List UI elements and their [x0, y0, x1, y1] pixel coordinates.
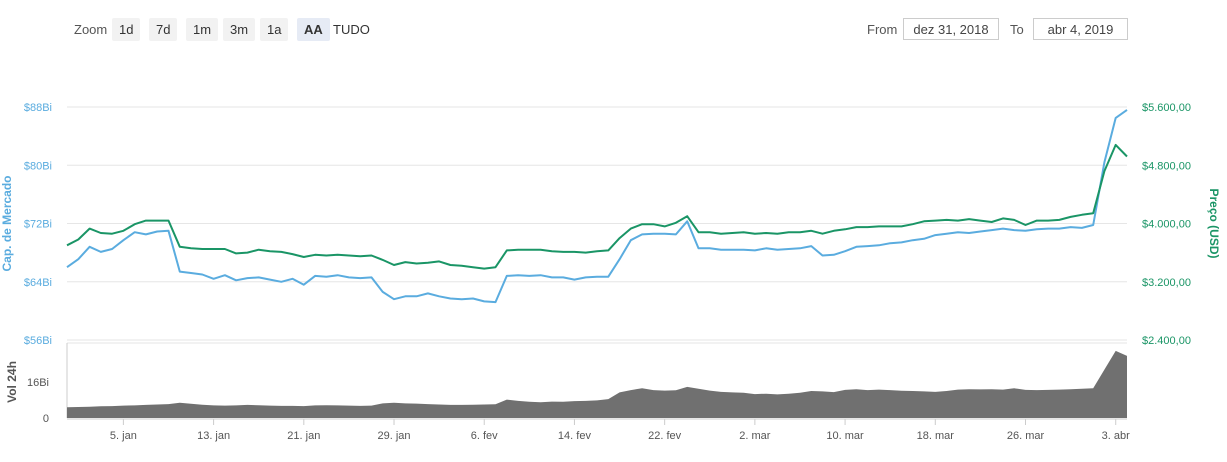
- left-axis-tick-label: $64Bi: [24, 277, 52, 289]
- right-axis-tick-label: $2.400,00: [1142, 335, 1191, 347]
- volume-axis-tick-label: 0: [43, 413, 49, 425]
- left-axis-tick-label: $80Bi: [24, 160, 52, 172]
- x-axis-tick-label: 22. fev: [648, 430, 682, 442]
- right-axis-title: Preço (USD): [1207, 188, 1221, 258]
- x-axis-tick-label: 14. fev: [558, 430, 592, 442]
- right-axis-tick-label: $3.200,00: [1142, 277, 1191, 289]
- from-date-input[interactable]: dez 31, 2018: [903, 18, 999, 40]
- left-axis-tick-label: $72Bi: [24, 219, 52, 231]
- left-axis-tick-label: $88Bi: [24, 102, 52, 114]
- grid-layer: [66, 106, 1127, 420]
- x-axis-tick-label: 5. jan: [110, 430, 137, 442]
- x-axis-tick-label: 18. mar: [917, 430, 955, 442]
- right-axis-tick-label: $4.800,00: [1142, 160, 1191, 172]
- zoom-ytd-button[interactable]: AA: [297, 18, 330, 41]
- chart-toolbar: Zoom 1d 7d 1m 3m 1a AA TUDO From dez 31,…: [0, 0, 1227, 60]
- volume-axis-title: Vol 24h: [5, 361, 19, 403]
- left-axis-title: Cap. de Mercado: [0, 175, 14, 271]
- left-axis-tick-label: $56Bi: [24, 335, 52, 347]
- x-axis-tick-label: 3. abr: [1102, 430, 1130, 442]
- from-label: From: [867, 22, 898, 37]
- axis-layer: $56Bi $2.400,00 $64Bi $3.200,00 $72Bi $4.000,…: [0, 102, 1221, 442]
- volume-layer: [67, 350, 1127, 418]
- series-layer: [66, 109, 1128, 304]
- price-line: [66, 143, 1128, 270]
- x-axis-tick-label: 21. jan: [287, 430, 320, 442]
- zoom-3m-button[interactable]: 3m: [223, 18, 256, 41]
- x-axis-tick-label: 29. jan: [378, 430, 411, 442]
- right-axis-tick-label: $5.600,00: [1142, 102, 1191, 114]
- zoom-label: Zoom: [74, 22, 108, 37]
- zoom-1a-button[interactable]: 1a: [260, 18, 289, 41]
- right-axis-tick-label: $4.000,00: [1142, 219, 1191, 231]
- x-axis-tick-label: 26. mar: [1007, 430, 1045, 442]
- zoom-1m-button[interactable]: 1m: [186, 18, 219, 41]
- to-label: To: [1010, 22, 1024, 37]
- market-cap-line: [66, 109, 1128, 304]
- volume-axis-tick-label: 16Bi: [27, 377, 49, 389]
- volume-area: [67, 350, 1127, 418]
- to-date-input[interactable]: abr 4, 2019: [1033, 18, 1128, 40]
- x-axis-tick-label: 13. jan: [197, 430, 230, 442]
- x-axis-tick-label: 10. mar: [826, 430, 864, 442]
- zoom-all-button[interactable]: TUDO: [333, 22, 370, 37]
- zoom-7d-button[interactable]: 7d: [149, 18, 178, 41]
- x-axis-tick-label: 2. mar: [739, 430, 771, 442]
- zoom-1d-button[interactable]: 1d: [112, 18, 141, 41]
- x-axis-tick-label: 6. fev: [471, 430, 498, 442]
